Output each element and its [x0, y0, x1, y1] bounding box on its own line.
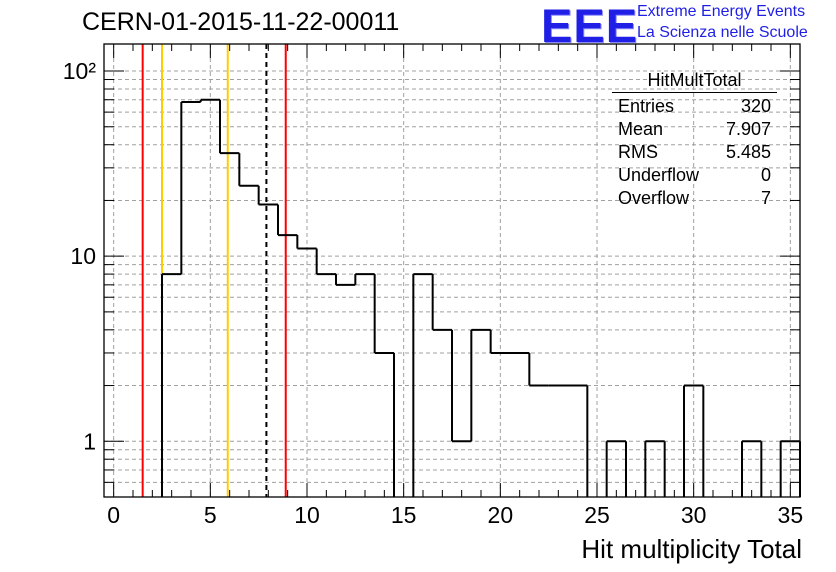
- x-tick-label: 10: [294, 502, 320, 528]
- x-tick-label: 25: [584, 502, 610, 528]
- stats-value: 0: [760, 165, 771, 185]
- stats-row-mean: Mean 7.907: [612, 118, 777, 141]
- eee-logo: EEE: [541, 0, 639, 52]
- x-tick-label: 35: [778, 502, 804, 528]
- stats-label: RMS: [618, 142, 658, 162]
- stats-value: 320: [740, 96, 771, 116]
- x-axis-title: Hit multiplicity Total: [581, 534, 802, 564]
- stats-title: HitMultTotal: [612, 70, 777, 93]
- chart-title: CERN-01-2015-11-22-00011: [82, 8, 400, 36]
- stats-label: Underflow: [618, 165, 700, 185]
- stats-label: Mean: [618, 119, 664, 139]
- y-tick-label: 10: [70, 243, 96, 269]
- plot-frame: [103, 43, 801, 498]
- y-tick-label: 10²: [63, 58, 97, 84]
- x-tick-label: 5: [204, 502, 217, 528]
- stats-label: Overflow: [618, 188, 690, 208]
- stats-row-entries: Entries 320: [612, 95, 777, 118]
- x-tick-label: 0: [107, 502, 120, 528]
- stats-label: Entries: [618, 96, 675, 116]
- x-tick-label: 15: [391, 502, 417, 528]
- stats-value: 7: [760, 188, 771, 208]
- stats-value: 5.485: [725, 142, 771, 162]
- logo-line-2: La Scienza nelle Scuole: [637, 24, 808, 41]
- stats-box: HitMultTotal Entries 320 Mean 7.907 RMS …: [612, 70, 777, 210]
- stats-row-underflow: Underflow 0: [612, 164, 777, 187]
- x-tick-label: 20: [488, 502, 514, 528]
- y-tick-label: 1: [83, 428, 96, 454]
- stats-value: 7.907: [725, 119, 771, 139]
- x-tick-label: 30: [681, 502, 707, 528]
- logo-line-1: Extreme Energy Events: [637, 3, 806, 20]
- stats-row-overflow: Overflow 7: [612, 187, 777, 210]
- stats-row-rms: RMS 5.485: [612, 141, 777, 164]
